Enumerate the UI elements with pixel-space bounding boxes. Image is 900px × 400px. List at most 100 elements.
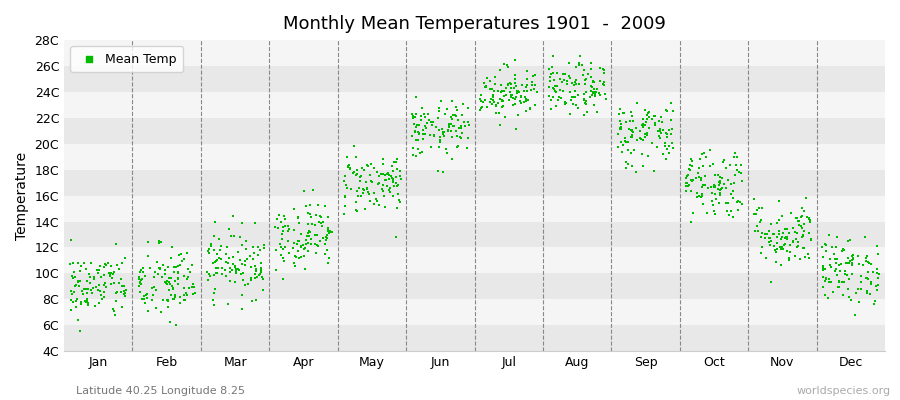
- Point: [421, 111, 436, 118]
- Point: [552, 93, 566, 100]
- Point: [694, 177, 708, 183]
- Point: [486, 92, 500, 98]
- Point: [473, 96, 488, 102]
- Point: [519, 83, 534, 90]
- Point: [804, 236, 818, 242]
- Point: [854, 273, 868, 279]
- Point: [486, 97, 500, 103]
- Point: [598, 91, 612, 97]
- Point: [803, 216, 817, 223]
- Point: [842, 294, 857, 300]
- Point: [418, 114, 433, 120]
- Point: [578, 77, 592, 83]
- Point: [140, 252, 155, 259]
- Point: [578, 81, 592, 87]
- Point: [392, 197, 406, 204]
- Point: [483, 78, 498, 84]
- Point: [321, 226, 336, 232]
- Point: [750, 207, 764, 213]
- Point: [73, 277, 87, 284]
- Point: [524, 86, 538, 93]
- Point: [774, 246, 788, 252]
- Point: [863, 281, 878, 288]
- Point: [680, 179, 695, 186]
- Point: [843, 297, 858, 303]
- Point: [202, 271, 216, 278]
- Point: [801, 215, 815, 222]
- Point: [585, 92, 599, 98]
- Point: [734, 170, 748, 177]
- Point: [679, 180, 693, 186]
- Point: [637, 131, 652, 137]
- Point: [508, 72, 522, 78]
- Point: [107, 308, 122, 314]
- Point: [254, 260, 268, 266]
- Point: [356, 187, 371, 193]
- Point: [436, 130, 450, 137]
- Point: [832, 278, 847, 284]
- Point: [502, 80, 517, 86]
- Point: [77, 260, 92, 266]
- Point: [167, 278, 182, 284]
- Point: [338, 178, 352, 184]
- Point: [179, 290, 194, 296]
- Point: [769, 249, 783, 255]
- Point: [386, 177, 400, 183]
- Point: [221, 225, 236, 232]
- Point: [342, 161, 356, 168]
- Point: [209, 265, 223, 272]
- Point: [382, 187, 396, 194]
- Point: [775, 234, 789, 240]
- Point: [117, 290, 131, 297]
- Point: [477, 80, 491, 86]
- Point: [212, 255, 226, 262]
- Point: [202, 273, 217, 279]
- Point: [829, 260, 843, 266]
- Point: [871, 251, 886, 257]
- Point: [695, 184, 709, 190]
- Point: [763, 242, 778, 248]
- Point: [665, 144, 680, 151]
- Point: [491, 100, 505, 107]
- Point: [634, 128, 648, 134]
- Point: [448, 112, 463, 119]
- Point: [478, 83, 492, 90]
- Point: [575, 62, 590, 68]
- Point: [529, 88, 544, 95]
- Point: [118, 254, 132, 261]
- Point: [555, 78, 570, 85]
- Point: [178, 296, 193, 303]
- Point: [187, 284, 202, 290]
- Point: [489, 110, 503, 116]
- Point: [166, 296, 181, 302]
- Point: [866, 269, 880, 275]
- Point: [639, 119, 653, 125]
- Point: [789, 215, 804, 221]
- Point: [207, 233, 221, 240]
- Point: [451, 143, 465, 149]
- Point: [545, 53, 560, 60]
- Point: [408, 128, 422, 134]
- Point: [287, 240, 302, 246]
- Point: [515, 82, 529, 88]
- Point: [724, 190, 738, 197]
- Point: [660, 131, 674, 138]
- Point: [569, 64, 583, 70]
- Point: [834, 260, 849, 267]
- Point: [287, 260, 302, 266]
- Point: [818, 291, 832, 298]
- Point: [69, 304, 84, 310]
- Point: [483, 86, 498, 92]
- Point: [355, 165, 369, 171]
- Point: [308, 221, 322, 228]
- Point: [642, 109, 656, 116]
- Point: [762, 227, 777, 234]
- Point: [519, 68, 534, 75]
- Point: [161, 304, 176, 310]
- Point: [104, 270, 119, 276]
- Point: [137, 296, 151, 302]
- Point: [180, 276, 194, 282]
- Point: [444, 128, 458, 134]
- Point: [113, 289, 128, 296]
- Point: [478, 97, 492, 104]
